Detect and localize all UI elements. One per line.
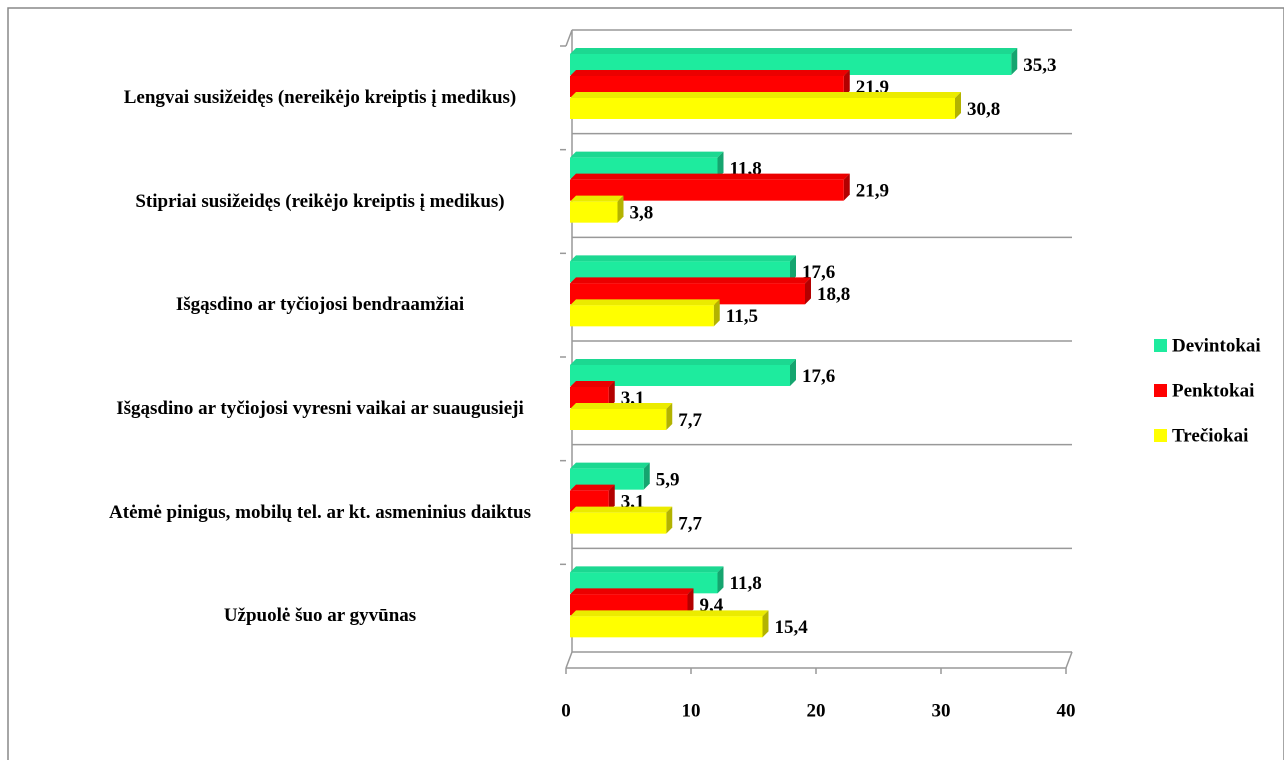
y-tick-label: Išgąsdino ar tyčiojosi vyresni vaikai ar… [116, 397, 524, 419]
bar-top [570, 277, 811, 284]
bar [570, 54, 1012, 75]
bar-side [717, 566, 724, 594]
x-tick-label: 30 [932, 700, 951, 721]
bar-side [713, 299, 720, 327]
bar-side [843, 173, 850, 201]
bar [570, 305, 714, 327]
data-label: 7,7 [678, 514, 702, 535]
bar [570, 512, 667, 534]
bar [570, 409, 667, 430]
axis-floor-edge [1065, 651, 1073, 669]
bar-side [687, 588, 694, 616]
data-label: 17,6 [802, 366, 835, 387]
data-label: 30,8 [967, 99, 1000, 120]
bar-side [643, 462, 650, 490]
data-label: 11,8 [730, 573, 762, 594]
bar [570, 594, 688, 616]
bar-side [666, 506, 673, 534]
bar [570, 365, 790, 386]
x-tick-label: 20 [807, 700, 826, 721]
bar-top [570, 506, 673, 513]
legend-label: Trečiokai [1172, 425, 1248, 446]
bar-side [790, 255, 796, 283]
y-tick-label: Lengvai susižeidęs (nereikėjo kreiptis į… [123, 86, 517, 108]
bar [570, 201, 618, 223]
bar-side [608, 381, 615, 408]
bar-side [805, 277, 811, 305]
bar-top [570, 195, 624, 202]
bar-side [717, 151, 724, 179]
bar-side [790, 359, 796, 386]
legend-swatch [1154, 339, 1167, 352]
legend-label: Penktokai [1172, 380, 1254, 401]
bar-top [570, 403, 673, 409]
bar [570, 179, 844, 201]
bar-top [570, 151, 724, 158]
bar-side [762, 610, 769, 638]
y-tick-label: Atėmė pinigus, mobilų tel. ar kt. asmeni… [109, 501, 531, 523]
x-tick-label: 0 [561, 700, 571, 721]
bar-side [617, 195, 624, 223]
bar-side [608, 484, 615, 512]
bar [570, 616, 763, 638]
bar-top [570, 255, 796, 262]
bar-side [1011, 48, 1018, 75]
bar-top [570, 299, 720, 306]
bar-top [570, 566, 724, 573]
bar [570, 261, 790, 283]
bar-top [570, 48, 1018, 54]
bar-top [570, 588, 694, 595]
legend-label: Devintokai [1172, 335, 1261, 356]
bar [570, 283, 805, 305]
bar-top [570, 92, 961, 98]
bar-top [570, 484, 615, 491]
bar [570, 387, 609, 408]
y-tick-label: Užpuolė šuo ar gyvūnas [223, 605, 417, 627]
data-label: 35,3 [1023, 55, 1056, 76]
legend-swatch [1154, 429, 1167, 442]
bar [570, 76, 844, 97]
x-tick-label: 10 [682, 700, 701, 721]
x-tick-label: 40 [1057, 700, 1076, 721]
bar-top [570, 462, 650, 469]
legend-swatch [1154, 384, 1167, 397]
data-label: 11,5 [726, 306, 758, 327]
bar-top [570, 381, 615, 387]
bar [570, 157, 718, 179]
bar [570, 98, 955, 119]
data-label: 21,9 [856, 181, 889, 202]
bar-top [570, 173, 850, 180]
data-label: 5,9 [656, 470, 680, 491]
bar [570, 490, 609, 512]
data-label: 15,4 [775, 617, 809, 638]
y-tick-label: Stipriai susižeidęs (reikėjo kreiptis į … [135, 190, 505, 212]
bar [570, 468, 644, 490]
bar-side [955, 92, 961, 119]
chart-border [7, 7, 1284, 760]
bar-top [570, 70, 850, 76]
bar-top [570, 359, 796, 365]
bar [570, 572, 718, 594]
bar-side [843, 70, 850, 97]
data-label: 7,7 [678, 410, 702, 431]
data-label: 18,8 [817, 284, 850, 305]
bar-top [570, 610, 769, 617]
data-label: 3,8 [630, 203, 654, 224]
y-tick-label: Išgąsdino ar tyčiojosi bendraamžiai [175, 294, 465, 316]
bar-side [666, 403, 673, 430]
